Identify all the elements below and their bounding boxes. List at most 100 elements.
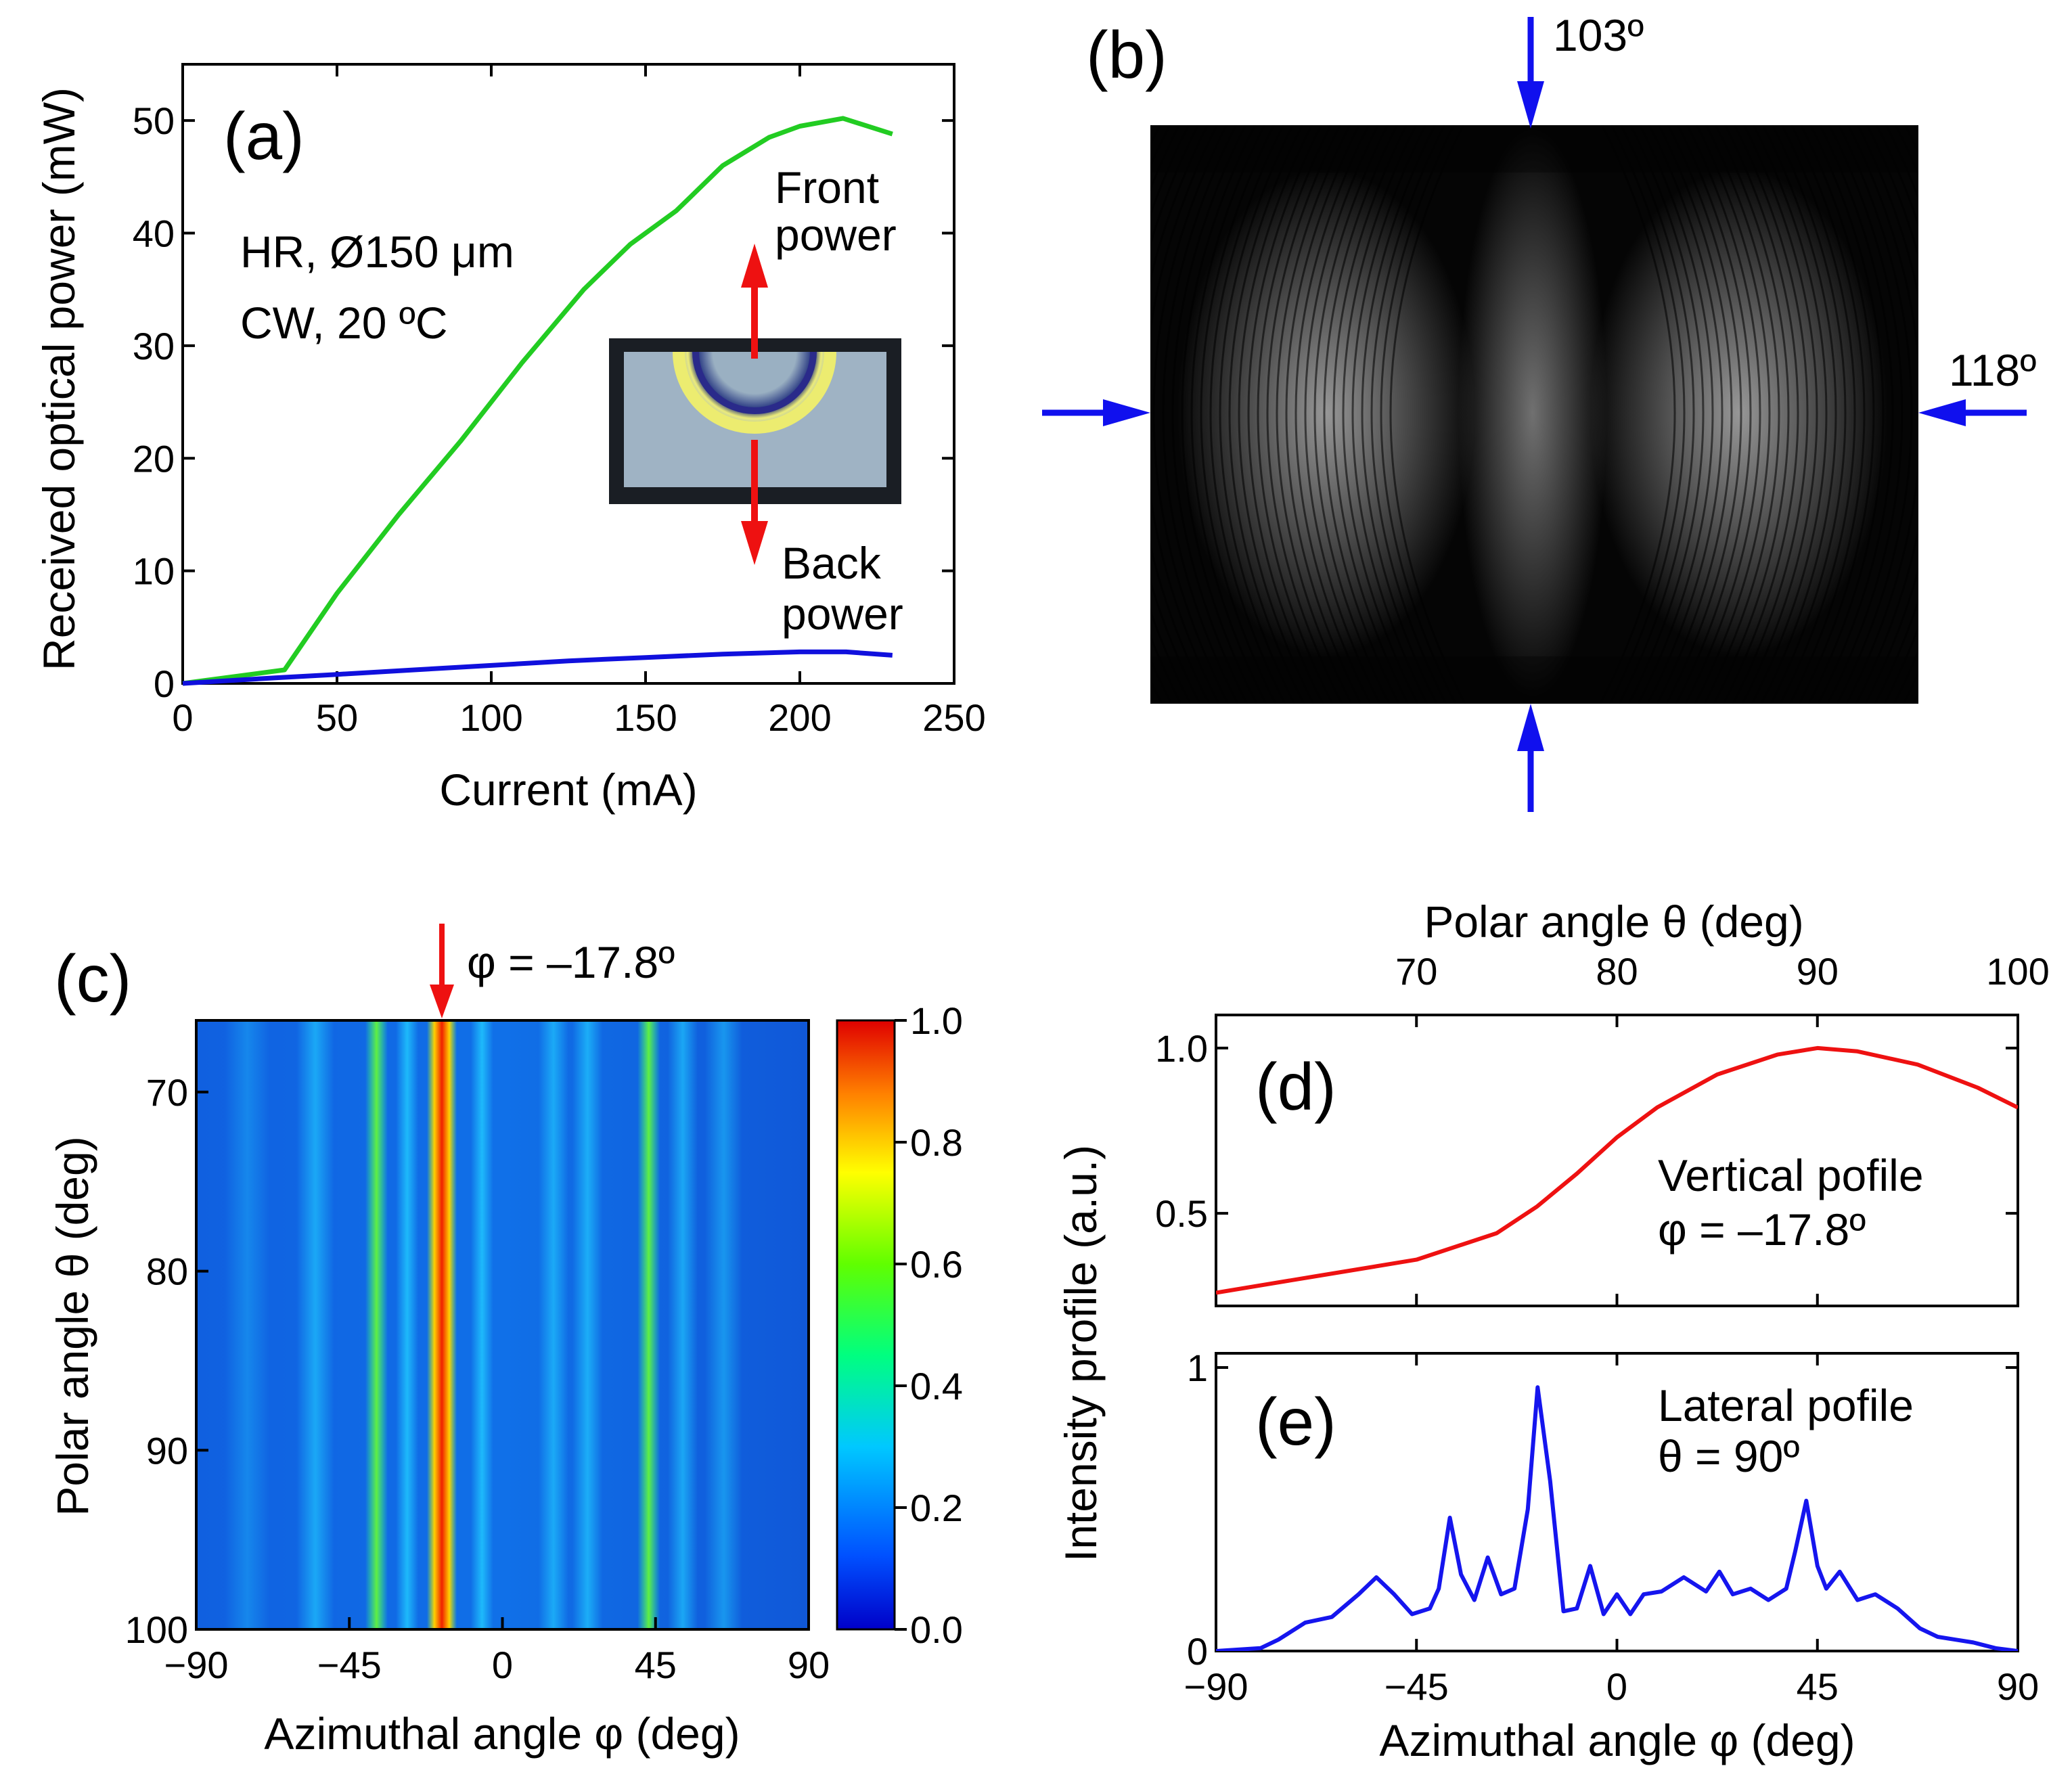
front-arrow [741, 244, 768, 359]
colorbar-tick-label: 0.6 [910, 1243, 963, 1286]
fringe-line [1342, 125, 1419, 704]
fringe-line [1228, 125, 1305, 704]
a-x-tick-label: 100 [459, 696, 522, 739]
panel-c-ylabel: Polar angle θ (deg) [47, 1136, 97, 1516]
panel-d: (d) Polar angle θ (deg) 70 80 90 1000.51.0 … [1056, 897, 2050, 1562]
colorbar-tick-label: 0.4 [910, 1365, 963, 1407]
heatmap-stripe [225, 1020, 270, 1629]
panel-e-annotation-theta: θ = 90º [1658, 1431, 1799, 1481]
d-x-tick-label: 90 [1797, 950, 1839, 993]
lateral-profile-line [1216, 1385, 2018, 1651]
fringe-line [1798, 125, 1875, 704]
panel-d-annotation-phi: φ = –17.8º [1658, 1204, 1866, 1255]
a-y-tick-label: 0 [154, 662, 175, 705]
fringe-line [1190, 125, 1267, 704]
panel-b: (b) 103º 118º [1042, 10, 2036, 812]
colorbar-tick-label: 0.8 [910, 1121, 963, 1164]
panel-d-label: (d) [1255, 1049, 1336, 1124]
fringe-line [1713, 125, 1790, 704]
fringe-line [1703, 125, 1780, 704]
fringe-line [1332, 125, 1410, 704]
fringe-line [1845, 125, 1918, 704]
panel-a-axes: 0 50 100 150 200 250 0 10 20 30 40 50 [133, 64, 986, 739]
fringe-line [1788, 125, 1866, 704]
fringe-line [1323, 125, 1400, 704]
heatmap-stripe [470, 1020, 493, 1629]
c-x-tick-label: 45 [635, 1644, 677, 1686]
right-arrow [1918, 399, 2027, 426]
fringe-line [1370, 125, 1447, 704]
fringe-line [1150, 125, 1201, 704]
fringe-line [1807, 125, 1885, 704]
heatmap-stripe [572, 1020, 603, 1629]
far-field-pattern-image [1150, 125, 1918, 704]
fringe-line [1247, 125, 1324, 704]
heatmap-stripe [704, 1020, 742, 1629]
fringe-line [1219, 125, 1296, 704]
angle-label-118: 118º [1949, 345, 2036, 395]
fringe-line [1238, 125, 1315, 704]
fringe-line [1294, 125, 1372, 704]
c-y-tick-label: 100 [125, 1608, 188, 1651]
heatmap-stripe [538, 1020, 569, 1629]
fringe-line [1171, 125, 1248, 704]
panel-a-annotation-cw: CW, 20 ºC [240, 298, 448, 348]
fringe-line [1855, 125, 1918, 704]
c-x-tick-label: 0 [492, 1644, 513, 1686]
panel-a-series [182, 116, 893, 686]
fringe-line [1836, 125, 1913, 704]
heatmap-stripe [396, 1020, 419, 1629]
back-power-line [182, 649, 893, 686]
fringe-line [1864, 125, 1918, 704]
heatmap [196, 1020, 809, 1629]
c-x-tick-label: −45 [317, 1644, 382, 1686]
fringe-line [1150, 125, 1211, 704]
fringe-line [1665, 125, 1742, 704]
fringe-line [1150, 125, 1192, 704]
panel-c-xlabel: Azimuthal angle φ (deg) [264, 1709, 740, 1759]
e-x-tick-label: −45 [1384, 1665, 1449, 1708]
fringe-line [1751, 125, 1828, 704]
colorbar [836, 1019, 896, 1631]
colorbar-ticks: 0.0 0.2 0.4 0.6 0.8 1.0 [895, 999, 963, 1651]
phi-marker-head [430, 985, 455, 1018]
fringe-line [1257, 125, 1334, 704]
fringe-line [1361, 125, 1438, 704]
panel-a-ylabel: Received optical power (mW) [34, 87, 84, 671]
panel-d-series [1216, 1045, 2018, 1295]
c-y-tick-label: 90 [146, 1429, 188, 1472]
panel-d-xlabel: Polar angle θ (deg) [1424, 897, 1803, 947]
fringe-line [1618, 125, 1695, 704]
angle-label-103: 103º [1553, 10, 1644, 60]
fringe-line [1779, 125, 1856, 704]
d-x-tick-label: 70 [1395, 950, 1437, 993]
fringe-line [1874, 125, 1918, 704]
panel-a-label: (a) [223, 99, 305, 173]
phi-marker-label: φ = –17.8º [467, 937, 675, 987]
fringe-line [1380, 125, 1457, 704]
front-power-line [182, 116, 893, 686]
c-x-tick-label: −90 [164, 1644, 229, 1686]
fringe-line [1266, 125, 1343, 704]
fringe-line [1637, 125, 1714, 704]
c-y-tick-label: 70 [146, 1071, 188, 1114]
fringe-line [1608, 125, 1686, 704]
top-arrow [1517, 17, 1544, 129]
panel-d-axes: 70 80 90 100 0.5 1.0 [1155, 950, 2050, 1306]
bottom-arrow [1517, 704, 1544, 812]
e-x-tick-label: 45 [1797, 1665, 1839, 1708]
fringe-line [1276, 125, 1353, 704]
a-x-tick-label: 150 [614, 696, 677, 739]
a-y-tick-label: 30 [133, 325, 175, 367]
heatmap-stripe [365, 1020, 388, 1629]
c-y-tick-label: 80 [146, 1250, 188, 1293]
fringe-line [1150, 125, 1220, 704]
fringe-line [1599, 125, 1676, 704]
fringe-line [1351, 125, 1428, 704]
fringe-line [1627, 125, 1705, 704]
fringe-line [1722, 125, 1799, 704]
fringe-line [1152, 125, 1230, 704]
vertical-profile-line [1216, 1045, 2018, 1295]
panel-a-annotation-hr: HR, Ø150 μm [240, 227, 514, 277]
fringe-line [1684, 125, 1761, 704]
